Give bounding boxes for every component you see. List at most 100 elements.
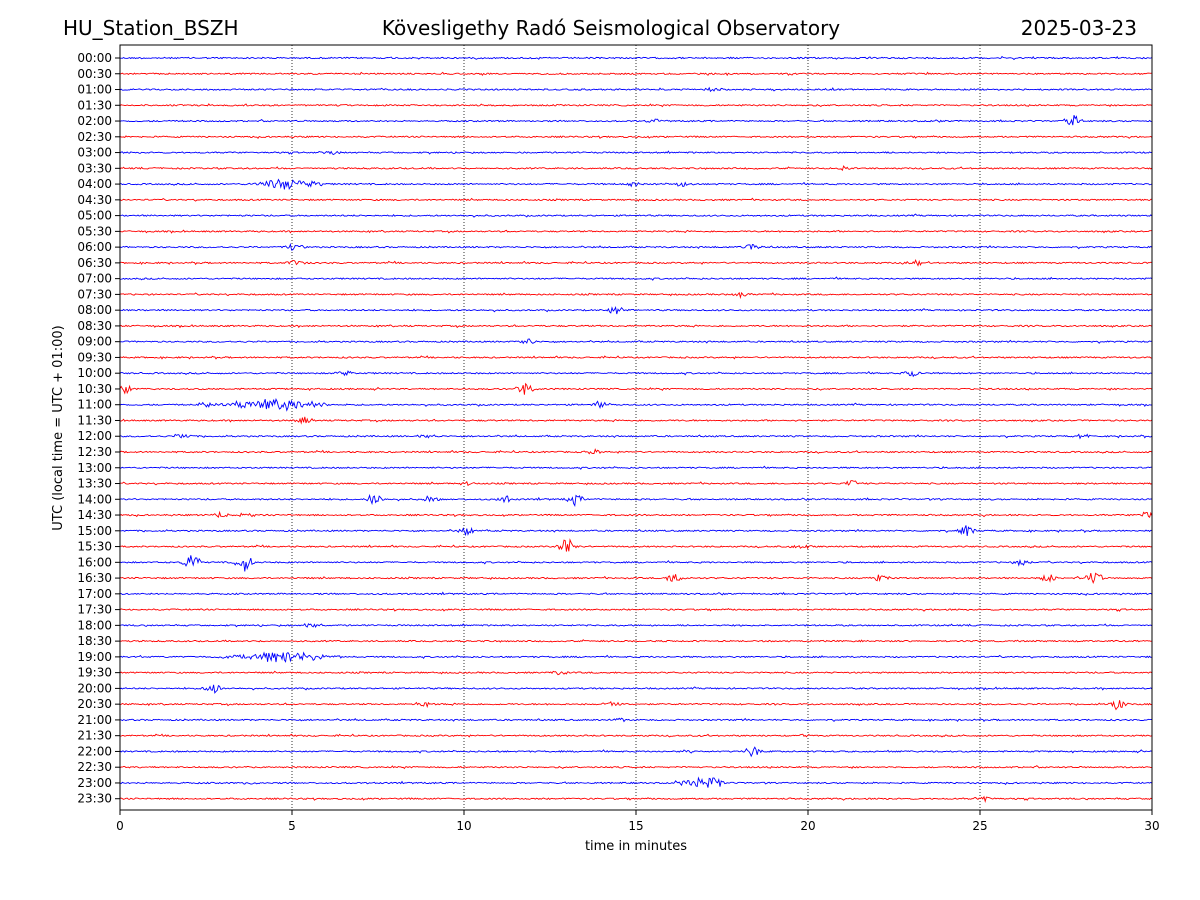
y-tick-label: 01:30 <box>77 98 112 112</box>
trace-group <box>119 55 1153 803</box>
y-tick-label: 03:00 <box>77 146 112 160</box>
y-tick-label: 09:00 <box>77 335 112 349</box>
seismic-trace-2130 <box>119 733 1153 738</box>
seismic-trace-1200 <box>119 433 1153 440</box>
seismic-trace-0430 <box>119 197 1153 202</box>
y-tick-label: 08:30 <box>77 319 112 333</box>
seismic-trace-0200 <box>119 115 1153 126</box>
seismic-trace-1600 <box>119 555 1153 572</box>
seismic-trace-0530 <box>119 229 1152 234</box>
seismic-trace-1700 <box>119 591 1153 596</box>
seismic-trace-1530 <box>119 538 1153 552</box>
plot-frame <box>119 44 1153 811</box>
x-tick-label: 25 <box>972 819 987 833</box>
seismic-trace-1300 <box>119 465 1152 470</box>
y-tick-label: 12:00 <box>77 429 112 443</box>
seismic-trace-1800 <box>119 622 1153 628</box>
x-tick-label: 15 <box>628 819 643 833</box>
seismic-trace-0900 <box>119 338 1153 345</box>
seismic-trace-0630 <box>119 258 1153 267</box>
y-tick-label: 19:00 <box>77 650 112 664</box>
y-tick-label: 13:00 <box>77 461 112 475</box>
y-tick-label: 16:00 <box>77 555 112 569</box>
seismic-trace-2230 <box>119 765 1152 770</box>
y-tick-label: 00:30 <box>77 67 112 81</box>
y-tick-label: 05:00 <box>77 209 112 223</box>
y-tick-label: 23:30 <box>77 792 112 806</box>
y-tick-label: 22:30 <box>77 760 112 774</box>
y-tick-label: 13:30 <box>77 477 112 491</box>
seismic-trace-1030 <box>119 382 1153 395</box>
seismic-trace-1630 <box>119 572 1153 584</box>
y-tick-label: 06:30 <box>77 256 112 270</box>
seismic-trace-0330 <box>119 165 1153 172</box>
y-tick-label: 01:00 <box>77 83 112 97</box>
seismic-trace-0800 <box>120 305 1153 315</box>
seismic-trace-0930 <box>119 355 1153 360</box>
chart-date: 2025-03-23 <box>1021 16 1137 40</box>
x-tick-label: 20 <box>800 819 815 833</box>
y-tick-label: 17:30 <box>77 603 112 617</box>
seismic-trace-0000 <box>120 55 1153 61</box>
seismic-trace-1430 <box>119 510 1153 518</box>
chart-title: Kövesligethy Radó Seismological Observat… <box>382 16 840 40</box>
y-tick-label: 22:00 <box>77 744 112 758</box>
y-tick-label: 15:30 <box>77 540 112 554</box>
y-tick-label: 18:00 <box>77 618 112 632</box>
y-tick-label: 10:00 <box>77 366 112 380</box>
seismic-trace-2100 <box>119 717 1153 723</box>
y-tick-label: 21:00 <box>77 713 112 727</box>
y-tick-label: 11:00 <box>77 398 112 412</box>
station-name: HU_Station_BSZH <box>63 16 239 40</box>
y-tick-label: 15:00 <box>77 524 112 538</box>
y-tick-label: 04:30 <box>77 193 112 207</box>
y-tick-label: 00:00 <box>77 51 112 65</box>
y-tick-label: 12:30 <box>77 445 112 459</box>
seismic-trace-1730 <box>119 608 1153 612</box>
x-tick-label: 5 <box>288 819 296 833</box>
y-tick-label: 02:00 <box>77 114 112 128</box>
y-tick-label: 21:30 <box>77 729 112 743</box>
y-tick-label: 23:00 <box>77 776 112 790</box>
y-tick-label: 08:00 <box>77 303 112 317</box>
seismic-trace-1500 <box>119 525 1153 537</box>
seismic-trace-0030 <box>119 71 1153 77</box>
y-tick-label: 11:30 <box>77 413 112 427</box>
y-tick-label: 14:00 <box>77 492 112 506</box>
x-tick-labels: 0 5 10 15 20 25 30 <box>116 810 1160 833</box>
seismic-trace-1400 <box>119 493 1153 508</box>
y-tick-label: 07:00 <box>77 272 112 286</box>
y-tick-label: 19:30 <box>77 666 112 680</box>
y-tick-label: 20:00 <box>77 681 112 695</box>
seismic-trace-2330 <box>119 795 1153 803</box>
seismic-trace-1000 <box>119 370 1153 378</box>
y-tick-label: 14:30 <box>77 508 112 522</box>
x-axis-label: time in minutes <box>585 839 687 854</box>
seismic-trace-0130 <box>119 103 1153 108</box>
y-tick-label: 07:30 <box>77 287 112 301</box>
seismic-trace-0700 <box>119 276 1153 281</box>
seismic-trace-0500 <box>119 213 1153 218</box>
y-tick-label: 16:30 <box>77 571 112 585</box>
y-tick-label: 05:30 <box>77 224 112 238</box>
y-axis-label: UTC (local time = UTC + 01:00) <box>51 325 66 530</box>
y-tick-label: 02:30 <box>77 130 112 144</box>
seismic-trace-1330 <box>120 480 1153 487</box>
seismic-trace-1900 <box>119 651 1153 663</box>
seismic-trace-2030 <box>119 700 1153 711</box>
seismic-trace-1830 <box>119 639 1153 643</box>
seismic-trace-1930 <box>119 670 1153 676</box>
seismic-trace-2000 <box>119 684 1153 694</box>
seismic-trace-0230 <box>119 135 1153 140</box>
seismic-trace-0730 <box>119 291 1153 300</box>
y-tick-label: 04:00 <box>77 177 112 191</box>
seismic-trace-0600 <box>119 242 1153 251</box>
seismic-trace-0300 <box>119 150 1153 156</box>
seismic-trace-1100 <box>119 398 1152 412</box>
y-tick-label: 03:30 <box>77 161 112 175</box>
x-tick-label: 0 <box>116 819 124 833</box>
seismic-trace-2200 <box>119 746 1153 758</box>
y-tick-label: 20:30 <box>77 697 112 711</box>
